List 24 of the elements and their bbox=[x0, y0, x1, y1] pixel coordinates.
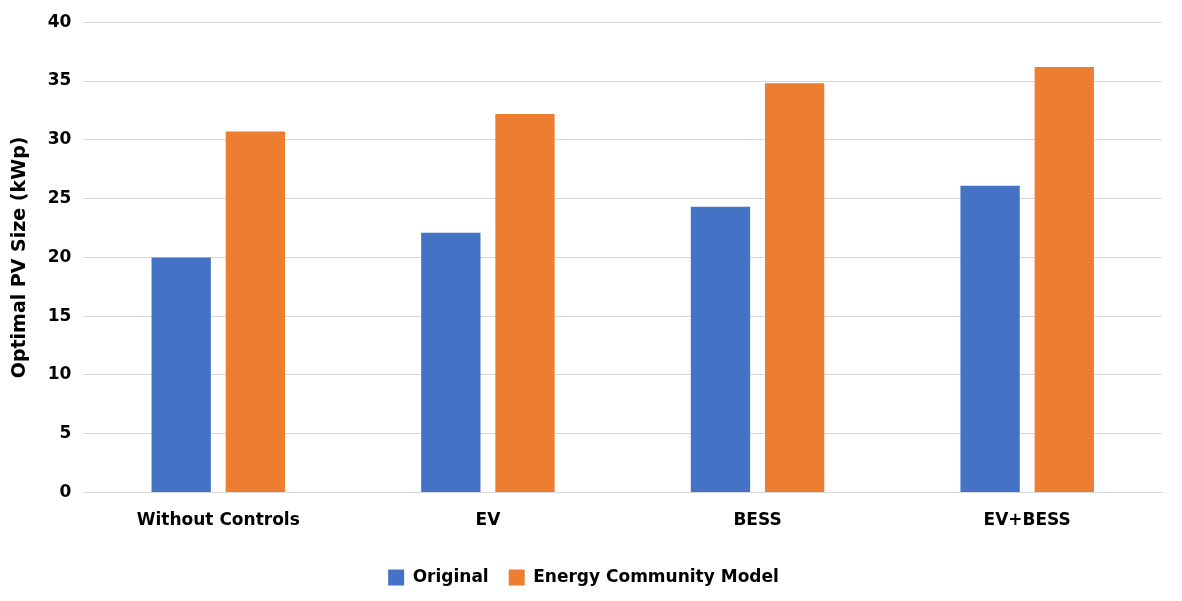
y-tick-label: 5 bbox=[59, 422, 72, 443]
bar bbox=[421, 232, 481, 493]
y-tick-label: 25 bbox=[47, 187, 72, 208]
x-tick-label: BESS bbox=[733, 509, 782, 530]
bar bbox=[960, 185, 1020, 493]
y-tick-label: 35 bbox=[47, 69, 72, 90]
y-tick-label: 30 bbox=[47, 128, 72, 149]
bar bbox=[225, 131, 286, 493]
x-tick-label: Without Controls bbox=[136, 509, 300, 530]
bar bbox=[1034, 66, 1094, 493]
y-tick-label: 0 bbox=[59, 481, 72, 502]
bar bbox=[495, 113, 555, 493]
legend-label: Original bbox=[412, 565, 489, 586]
y-tick-label: 40 bbox=[47, 10, 72, 31]
bar bbox=[690, 206, 751, 493]
y-tick-label: 15 bbox=[47, 304, 72, 325]
y-tick-label: 10 bbox=[47, 363, 72, 384]
y-axis-title: Optimal PV Size (kWp) bbox=[7, 136, 30, 379]
bar bbox=[764, 83, 825, 493]
x-tick-label: EV+BESS bbox=[983, 509, 1071, 530]
legend-label: Energy Community Model bbox=[533, 565, 779, 586]
x-tick-label: EV bbox=[475, 509, 502, 530]
y-tick-label: 20 bbox=[47, 245, 72, 266]
bar bbox=[151, 257, 211, 493]
